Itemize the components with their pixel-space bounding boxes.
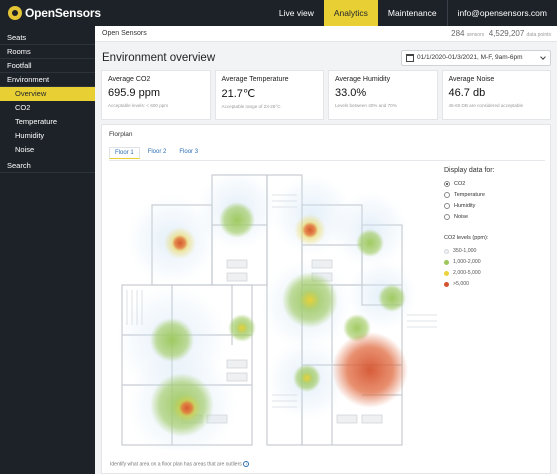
- sensor-spot: [172, 235, 188, 251]
- card-label: Average Noise: [448, 76, 495, 83]
- summary-cards: Average CO2 695.9 ppm Acceptable levels:…: [101, 70, 551, 120]
- card-noise: Average Noise 46.7 db 45-60 DB are consi…: [441, 70, 551, 120]
- nav-maintenance[interactable]: Maintenance: [387, 8, 437, 18]
- tab-floor-3[interactable]: Floor 3: [179, 149, 199, 155]
- sidebar-sub-humidity[interactable]: Humidity: [15, 131, 45, 140]
- sensor-spot: [302, 222, 318, 238]
- sidebar-sub-overview[interactable]: Overview: [0, 87, 95, 101]
- co2-heat-spots: [150, 202, 408, 437]
- radio-label: Humidity: [454, 203, 476, 209]
- card-note: Levels between 40% and 70%: [335, 103, 397, 108]
- radio-icon[interactable]: [444, 203, 450, 209]
- floorplan-panel: Florplan Floor 1 Floor 2 Floor 3: [101, 124, 551, 474]
- radio-label: Noise: [454, 214, 469, 220]
- card-value: 21.7℃: [221, 88, 256, 100]
- radio-label: CO2: [454, 181, 466, 187]
- radio-selected-icon[interactable]: [444, 181, 450, 187]
- legend-item: 2,000-5,000: [444, 270, 481, 276]
- datapoints-label: data points: [526, 32, 551, 38]
- floorplan-map[interactable]: [112, 165, 442, 450]
- legend-item: >5,000: [444, 281, 469, 287]
- top-nav: Live view Analytics Maintenance info@ope…: [269, 0, 557, 26]
- legend-label: 2,000-5,000: [453, 270, 481, 276]
- page-title: Environment overview: [102, 52, 216, 64]
- legend-dot-icon: [444, 259, 449, 265]
- tab-floor-1[interactable]: Floor 1: [109, 147, 140, 159]
- calendar-icon: [406, 54, 414, 62]
- top-bar: OpenSensors Live view Analytics Maintena…: [0, 0, 557, 26]
- radio-humidity[interactable]: Humidity: [444, 203, 475, 209]
- legend-dot-icon: [444, 281, 449, 287]
- header-title: Open Sensors: [102, 30, 147, 37]
- sidebar-item-rooms[interactable]: Rooms: [0, 45, 95, 59]
- radio-noise[interactable]: Noise: [444, 214, 468, 220]
- sensor-spot: [219, 202, 255, 238]
- legend-label: >5,000: [453, 281, 470, 287]
- brand-name: OpenSensors: [25, 6, 101, 20]
- legend-dot-icon: [444, 270, 449, 276]
- card-label: Average Humidity: [335, 76, 391, 83]
- card-co2: Average CO2 695.9 ppm Acceptable levels:…: [101, 70, 211, 120]
- sensor-spot: [300, 290, 320, 310]
- header-stats: 284 sensors 4,529,207 data points: [451, 29, 551, 38]
- sidebar-sub-co2[interactable]: CO2: [15, 103, 31, 112]
- legend-label: 1,000-2,000: [453, 259, 481, 265]
- datapoints-count: 4,529,207: [488, 29, 525, 38]
- sensor-spot: [378, 284, 406, 312]
- card-humidity: Average Humidity 33.0% Levels between 40…: [328, 70, 438, 120]
- tab-floor-2[interactable]: Floor 2: [147, 149, 167, 155]
- brand[interactable]: OpenSensors: [8, 6, 101, 20]
- sensors-count: 284: [451, 29, 465, 38]
- sensor-spot: [150, 318, 194, 362]
- sensor-spot: [356, 229, 384, 257]
- info-icon[interactable]: i: [243, 460, 250, 467]
- radio-icon[interactable]: [444, 192, 450, 198]
- legend-title: CO2 levels (ppm):: [444, 235, 489, 241]
- header-strip: Open Sensors 284 sensors 4,529,207 data …: [95, 26, 557, 42]
- card-note: 45-60 DB are considered acceptable: [448, 103, 524, 108]
- nav-live-view[interactable]: Live view: [278, 8, 314, 18]
- nav-analytics[interactable]: Analytics: [323, 0, 378, 26]
- tab-divider: [109, 160, 545, 161]
- sensor-spot: [179, 400, 195, 416]
- date-range-picker[interactable]: 01/1/2020-01/3/2021, M-F, 9am-6pm: [401, 50, 551, 66]
- footnote-text: Identify what area on a floor plan has a…: [110, 461, 242, 467]
- radio-label: Temperature: [454, 192, 485, 198]
- chevron-down-icon: [540, 54, 546, 60]
- sensor-spot: [332, 332, 408, 408]
- legend-item: 350-1,000: [444, 248, 476, 254]
- card-note: Acceptable levels: < 600 ppm: [108, 103, 169, 108]
- opensensors-logo-icon: [8, 6, 22, 20]
- floor-tabs: Floor 1 Floor 2 Floor 3: [109, 147, 206, 159]
- sidebar: Seats Rooms Footfall Environment Overvie…: [0, 26, 95, 474]
- radio-temperature[interactable]: Temperature: [444, 192, 485, 198]
- radio-co2[interactable]: CO2: [444, 181, 465, 187]
- sensors-label: sensors: [466, 32, 485, 38]
- legend-item: 1,000-2,000: [444, 259, 481, 265]
- card-note: Acceptable range of 23-26°C: [221, 104, 281, 109]
- sidebar-item-seats[interactable]: Seats: [0, 31, 95, 45]
- legend-dot-icon: [444, 248, 449, 254]
- legend-label: 350-1,000: [453, 248, 477, 254]
- sidebar-item-search[interactable]: Search: [0, 159, 95, 173]
- display-title: Display data for:: [444, 167, 495, 174]
- radio-icon[interactable]: [444, 214, 450, 220]
- card-value: 695.9 ppm: [108, 87, 160, 99]
- date-range-value: 01/1/2020-01/3/2021, M-F, 9am-6pm: [417, 54, 523, 61]
- sidebar-sub-temperature[interactable]: Temperature: [15, 117, 58, 126]
- floorplan-footnote: Identify what area on a floor plan has a…: [110, 460, 250, 467]
- sensor-spot: [301, 372, 313, 384]
- card-value: 46.7 db: [448, 87, 486, 99]
- sidebar-item-footfall[interactable]: Footfall: [0, 59, 95, 73]
- floorplan-title: Florplan: [109, 131, 133, 138]
- sensor-spot: [236, 322, 248, 334]
- card-temperature: Average Temperature 21.7℃ Acceptable ran…: [214, 70, 324, 120]
- nav-account-email[interactable]: info@opensensors.com: [446, 0, 557, 26]
- main-content: Open Sensors 284 sensors 4,529,207 data …: [95, 26, 557, 474]
- card-value: 33.0%: [335, 87, 367, 99]
- card-label: Average CO2: [108, 76, 151, 83]
- card-label: Average Temperature: [221, 76, 289, 83]
- sidebar-item-environment[interactable]: Environment: [0, 73, 95, 87]
- sidebar-sub-noise[interactable]: Noise: [15, 145, 35, 154]
